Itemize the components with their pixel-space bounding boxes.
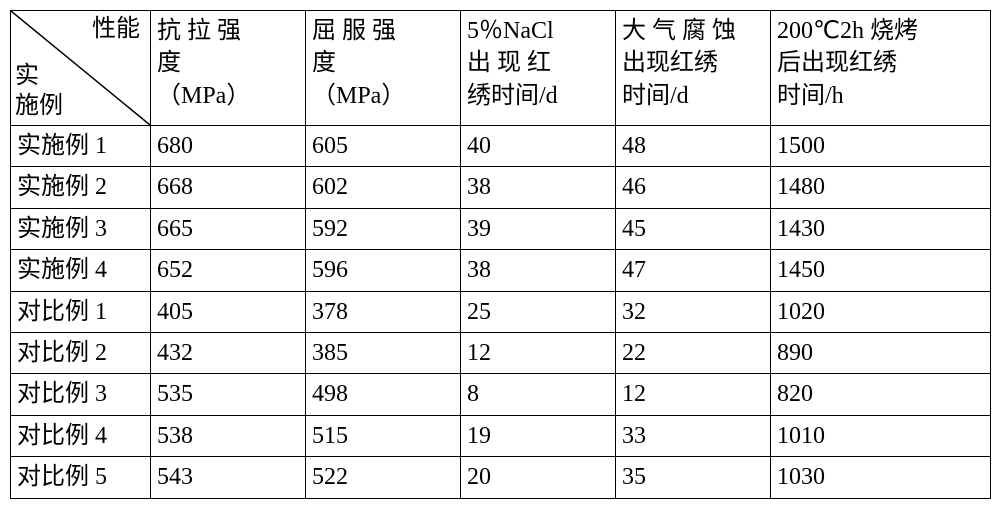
h5l2: 后出现红绣 [777, 50, 897, 76]
header-diag-bot-l1: 实 [15, 63, 39, 89]
table-row: 实施例 4 652 596 38 47 1450 [11, 250, 991, 291]
data-table: 性能 实 施例 抗 拉 强 度 （MPa） 屈 服 强 度 （MPa） 5％Na… [10, 10, 991, 499]
table-row: 对比例 5 543 522 20 35 1030 [11, 457, 991, 498]
header-col-tensile: 抗 拉 强 度 （MPa） [151, 11, 306, 126]
cell: 40 [461, 126, 616, 167]
h4l3: 时间/d [622, 83, 689, 109]
cell: 668 [151, 167, 306, 208]
cell: 515 [306, 415, 461, 456]
row-label: 实施例 2 [11, 167, 151, 208]
cell: 1430 [771, 208, 991, 249]
cell: 652 [151, 250, 306, 291]
cell: 45 [616, 208, 771, 249]
cell: 535 [151, 374, 306, 415]
cell: 19 [461, 415, 616, 456]
table-row: 对比例 1 405 378 25 32 1020 [11, 291, 991, 332]
cell: 1500 [771, 126, 991, 167]
header-col-atmos: 大 气 腐 蚀 出现红绣 时间/d [616, 11, 771, 126]
cell: 22 [616, 332, 771, 373]
row-label: 实施例 3 [11, 208, 151, 249]
row-label: 对比例 5 [11, 457, 151, 498]
cell: 890 [771, 332, 991, 373]
cell: 1010 [771, 415, 991, 456]
header-diag-bot-l2: 施例 [15, 93, 63, 119]
cell: 592 [306, 208, 461, 249]
cell: 38 [461, 250, 616, 291]
cell: 596 [306, 250, 461, 291]
cell: 39 [461, 208, 616, 249]
h5l1: 200℃2h 烧烤 [777, 18, 918, 44]
cell: 538 [151, 415, 306, 456]
cell: 1450 [771, 250, 991, 291]
h4l1: 大 气 腐 蚀 [622, 18, 736, 44]
cell: 12 [461, 332, 616, 373]
row-label: 对比例 3 [11, 374, 151, 415]
cell: 32 [616, 291, 771, 332]
cell: 38 [461, 167, 616, 208]
table-row: 对比例 4 538 515 19 33 1010 [11, 415, 991, 456]
cell: 12 [616, 374, 771, 415]
row-label: 实施例 4 [11, 250, 151, 291]
header-diag-top: 性能 [92, 13, 140, 45]
h4l2: 出现红绣 [622, 50, 718, 76]
row-label: 对比例 1 [11, 291, 151, 332]
h2l3: （MPa） [312, 83, 405, 109]
header-col-yield: 屈 服 强 度 （MPa） [306, 11, 461, 126]
header-col-nacl: 5％NaCl 出 现 红 绣时间/d [461, 11, 616, 126]
cell: 405 [151, 291, 306, 332]
cell: 46 [616, 167, 771, 208]
cell: 498 [306, 374, 461, 415]
table-row: 对比例 3 535 498 8 12 820 [11, 374, 991, 415]
cell: 665 [151, 208, 306, 249]
row-label: 对比例 4 [11, 415, 151, 456]
cell: 385 [306, 332, 461, 373]
cell: 25 [461, 291, 616, 332]
cell: 680 [151, 126, 306, 167]
h3l2: 出 现 红 [467, 50, 551, 76]
h1l3: （MPa） [157, 83, 250, 109]
cell: 35 [616, 457, 771, 498]
h5l3: 时间/h [777, 83, 844, 109]
cell: 20 [461, 457, 616, 498]
cell: 605 [306, 126, 461, 167]
cell: 602 [306, 167, 461, 208]
table-row: 实施例 3 665 592 39 45 1430 [11, 208, 991, 249]
h2l1: 屈 服 强 [312, 18, 396, 44]
cell: 378 [306, 291, 461, 332]
row-label: 对比例 2 [11, 332, 151, 373]
table-row: 实施例 2 668 602 38 46 1480 [11, 167, 991, 208]
h1l2: 度 [157, 50, 181, 76]
table-body: 实施例 1 680 605 40 48 1500 实施例 2 668 602 3… [11, 126, 991, 499]
cell: 522 [306, 457, 461, 498]
table-row: 对比例 2 432 385 12 22 890 [11, 332, 991, 373]
h2l2: 度 [312, 50, 336, 76]
header-diag-bottom: 实 施例 [15, 61, 63, 121]
table-row: 实施例 1 680 605 40 48 1500 [11, 126, 991, 167]
cell: 1020 [771, 291, 991, 332]
cell: 47 [616, 250, 771, 291]
h1l1: 抗 拉 强 [157, 18, 241, 44]
cell: 48 [616, 126, 771, 167]
h3l3: 绣时间/d [467, 83, 558, 109]
cell: 1480 [771, 167, 991, 208]
cell: 543 [151, 457, 306, 498]
cell: 1030 [771, 457, 991, 498]
header-col-bake: 200℃2h 烧烤 后出现红绣 时间/h [771, 11, 991, 126]
cell: 820 [771, 374, 991, 415]
cell: 8 [461, 374, 616, 415]
header-diagonal-cell: 性能 实 施例 [11, 11, 151, 126]
cell: 33 [616, 415, 771, 456]
h3l1: 5％NaCl [467, 18, 554, 44]
header-row: 性能 实 施例 抗 拉 强 度 （MPa） 屈 服 强 度 （MPa） 5％Na… [11, 11, 991, 126]
row-label: 实施例 1 [11, 126, 151, 167]
cell: 432 [151, 332, 306, 373]
